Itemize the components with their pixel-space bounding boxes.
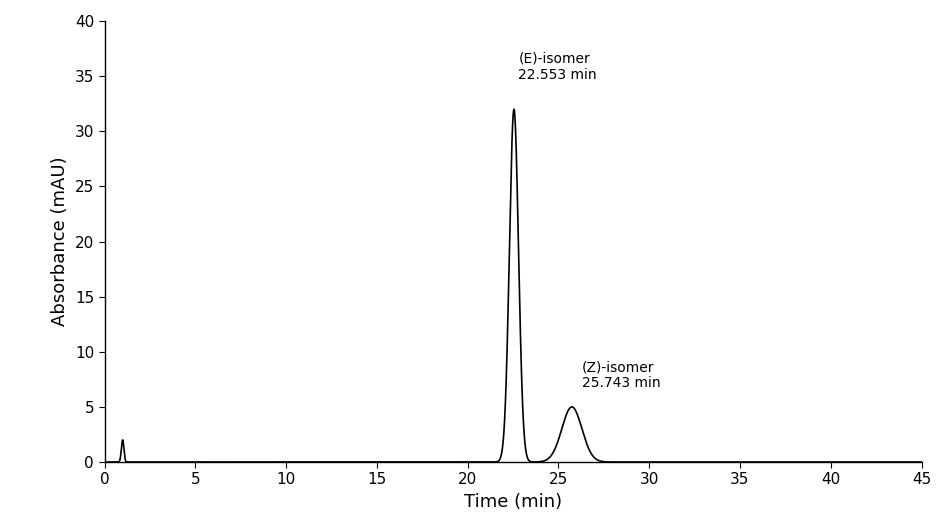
- Y-axis label: Absorbance (mAU): Absorbance (mAU): [51, 156, 69, 327]
- Text: (E)-isomer
22.553 min: (E)-isomer 22.553 min: [519, 51, 597, 81]
- Text: (Z)-isomer
25.743 min: (Z)-isomer 25.743 min: [582, 360, 660, 390]
- X-axis label: Time (min): Time (min): [464, 493, 562, 511]
